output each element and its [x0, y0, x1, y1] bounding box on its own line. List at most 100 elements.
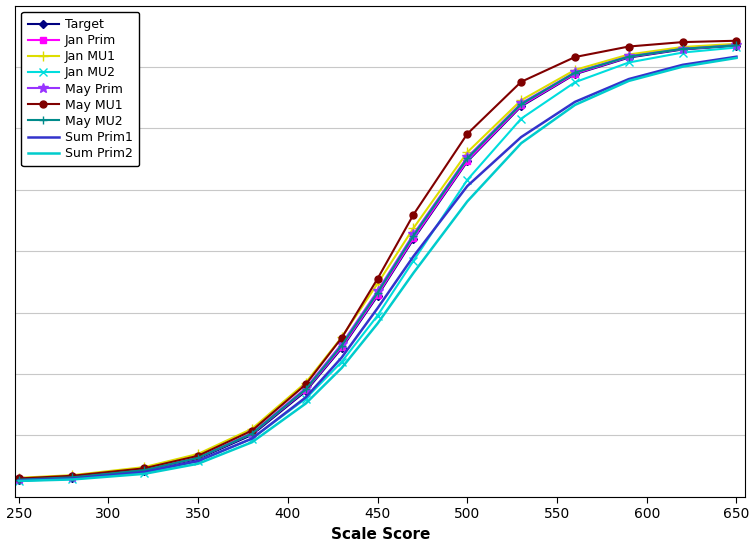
Legend: Target, Jan Prim, Jan MU1, Jan MU2, May Prim, May MU1, May MU2, Sum Prim1, Sum P: Target, Jan Prim, Jan MU1, Jan MU2, May … — [21, 12, 139, 166]
Sum Prim1 — [140, 469, 149, 475]
May MU1 — [337, 335, 346, 341]
Sum Prim1 — [248, 436, 257, 442]
May MU1 — [732, 38, 741, 44]
Line: Jan MU2: Jan MU2 — [14, 43, 741, 485]
Jan Prim — [14, 476, 23, 482]
May MU1 — [301, 381, 310, 388]
Sum Prim2 — [248, 439, 257, 445]
May MU1 — [678, 39, 687, 45]
May MU2 — [517, 101, 526, 108]
Line: Jan MU1: Jan MU1 — [14, 39, 742, 482]
May MU2 — [571, 70, 580, 76]
May MU2 — [373, 289, 382, 296]
Sum Prim2 — [140, 470, 149, 477]
May MU2 — [14, 476, 23, 483]
Jan MU1 — [301, 379, 310, 386]
Line: Jan Prim: Jan Prim — [16, 43, 739, 482]
Target — [409, 236, 418, 242]
Jan Prim — [409, 235, 418, 241]
Line: May Prim: May Prim — [14, 40, 742, 484]
Target — [140, 468, 149, 474]
Sum Prim1 — [624, 76, 633, 82]
May MU1 — [624, 43, 633, 50]
May Prim — [678, 46, 687, 52]
May Prim — [409, 231, 418, 237]
Jan MU1 — [337, 334, 346, 341]
Sum Prim2 — [517, 140, 526, 146]
Jan MU2 — [140, 469, 149, 476]
Jan MU1 — [678, 44, 687, 50]
Line: Target: Target — [16, 43, 739, 482]
Jan MU2 — [732, 44, 741, 51]
May MU2 — [68, 474, 77, 481]
May Prim — [517, 100, 526, 107]
Jan Prim — [463, 157, 472, 164]
Line: Sum Prim2: Sum Prim2 — [19, 58, 736, 481]
May MU1 — [68, 473, 77, 479]
May Prim — [732, 42, 741, 49]
Sum Prim1 — [68, 475, 77, 482]
May Prim — [373, 288, 382, 294]
Sum Prim2 — [337, 365, 346, 371]
May MU2 — [194, 455, 203, 461]
Line: May MU1: May MU1 — [15, 38, 740, 482]
Target — [14, 476, 23, 483]
Target — [373, 293, 382, 299]
Target — [194, 455, 203, 462]
Sum Prim1 — [571, 99, 580, 105]
May MU1 — [463, 130, 472, 137]
May MU1 — [373, 275, 382, 282]
May MU2 — [337, 342, 346, 349]
Jan MU1 — [14, 475, 23, 481]
Jan MU1 — [194, 450, 203, 457]
Target — [678, 46, 687, 53]
May Prim — [14, 476, 23, 482]
Jan Prim — [337, 344, 346, 351]
Target — [68, 474, 77, 481]
May Prim — [248, 430, 257, 437]
Jan MU2 — [624, 59, 633, 66]
Sum Prim1 — [194, 458, 203, 464]
May MU2 — [732, 42, 741, 49]
Sum Prim2 — [624, 78, 633, 84]
May MU2 — [624, 54, 633, 60]
Jan MU2 — [409, 257, 418, 264]
Target — [337, 345, 346, 352]
May MU1 — [14, 475, 23, 482]
May MU2 — [301, 386, 310, 392]
Sum Prim1 — [409, 253, 418, 259]
Jan Prim — [678, 46, 687, 52]
Jan MU2 — [337, 358, 346, 365]
May Prim — [140, 467, 149, 474]
Sum Prim2 — [732, 55, 741, 61]
Sum Prim2 — [68, 476, 77, 483]
Sum Prim2 — [409, 269, 418, 276]
May MU1 — [140, 465, 149, 471]
Sum Prim1 — [517, 134, 526, 140]
Jan MU1 — [732, 40, 741, 47]
May MU2 — [678, 46, 687, 52]
Jan MU1 — [409, 225, 418, 231]
X-axis label: Scale Score: Scale Score — [331, 527, 430, 542]
Sum Prim1 — [301, 394, 310, 401]
Target — [571, 71, 580, 77]
May Prim — [463, 154, 472, 161]
May Prim — [194, 454, 203, 461]
Line: Sum Prim1: Sum Prim1 — [19, 57, 736, 480]
May Prim — [301, 385, 310, 391]
Target — [248, 432, 257, 438]
Sum Prim2 — [571, 102, 580, 108]
Jan MU1 — [624, 51, 633, 58]
Jan MU1 — [140, 464, 149, 470]
Sum Prim2 — [301, 400, 310, 407]
May MU1 — [248, 427, 257, 434]
May MU1 — [409, 211, 418, 218]
Jan MU2 — [678, 49, 687, 56]
Jan MU2 — [373, 312, 382, 319]
Jan MU1 — [248, 426, 257, 432]
Target — [301, 388, 310, 395]
Jan Prim — [517, 102, 526, 109]
Jan MU1 — [373, 280, 382, 287]
May Prim — [571, 69, 580, 76]
Jan MU2 — [301, 395, 310, 402]
